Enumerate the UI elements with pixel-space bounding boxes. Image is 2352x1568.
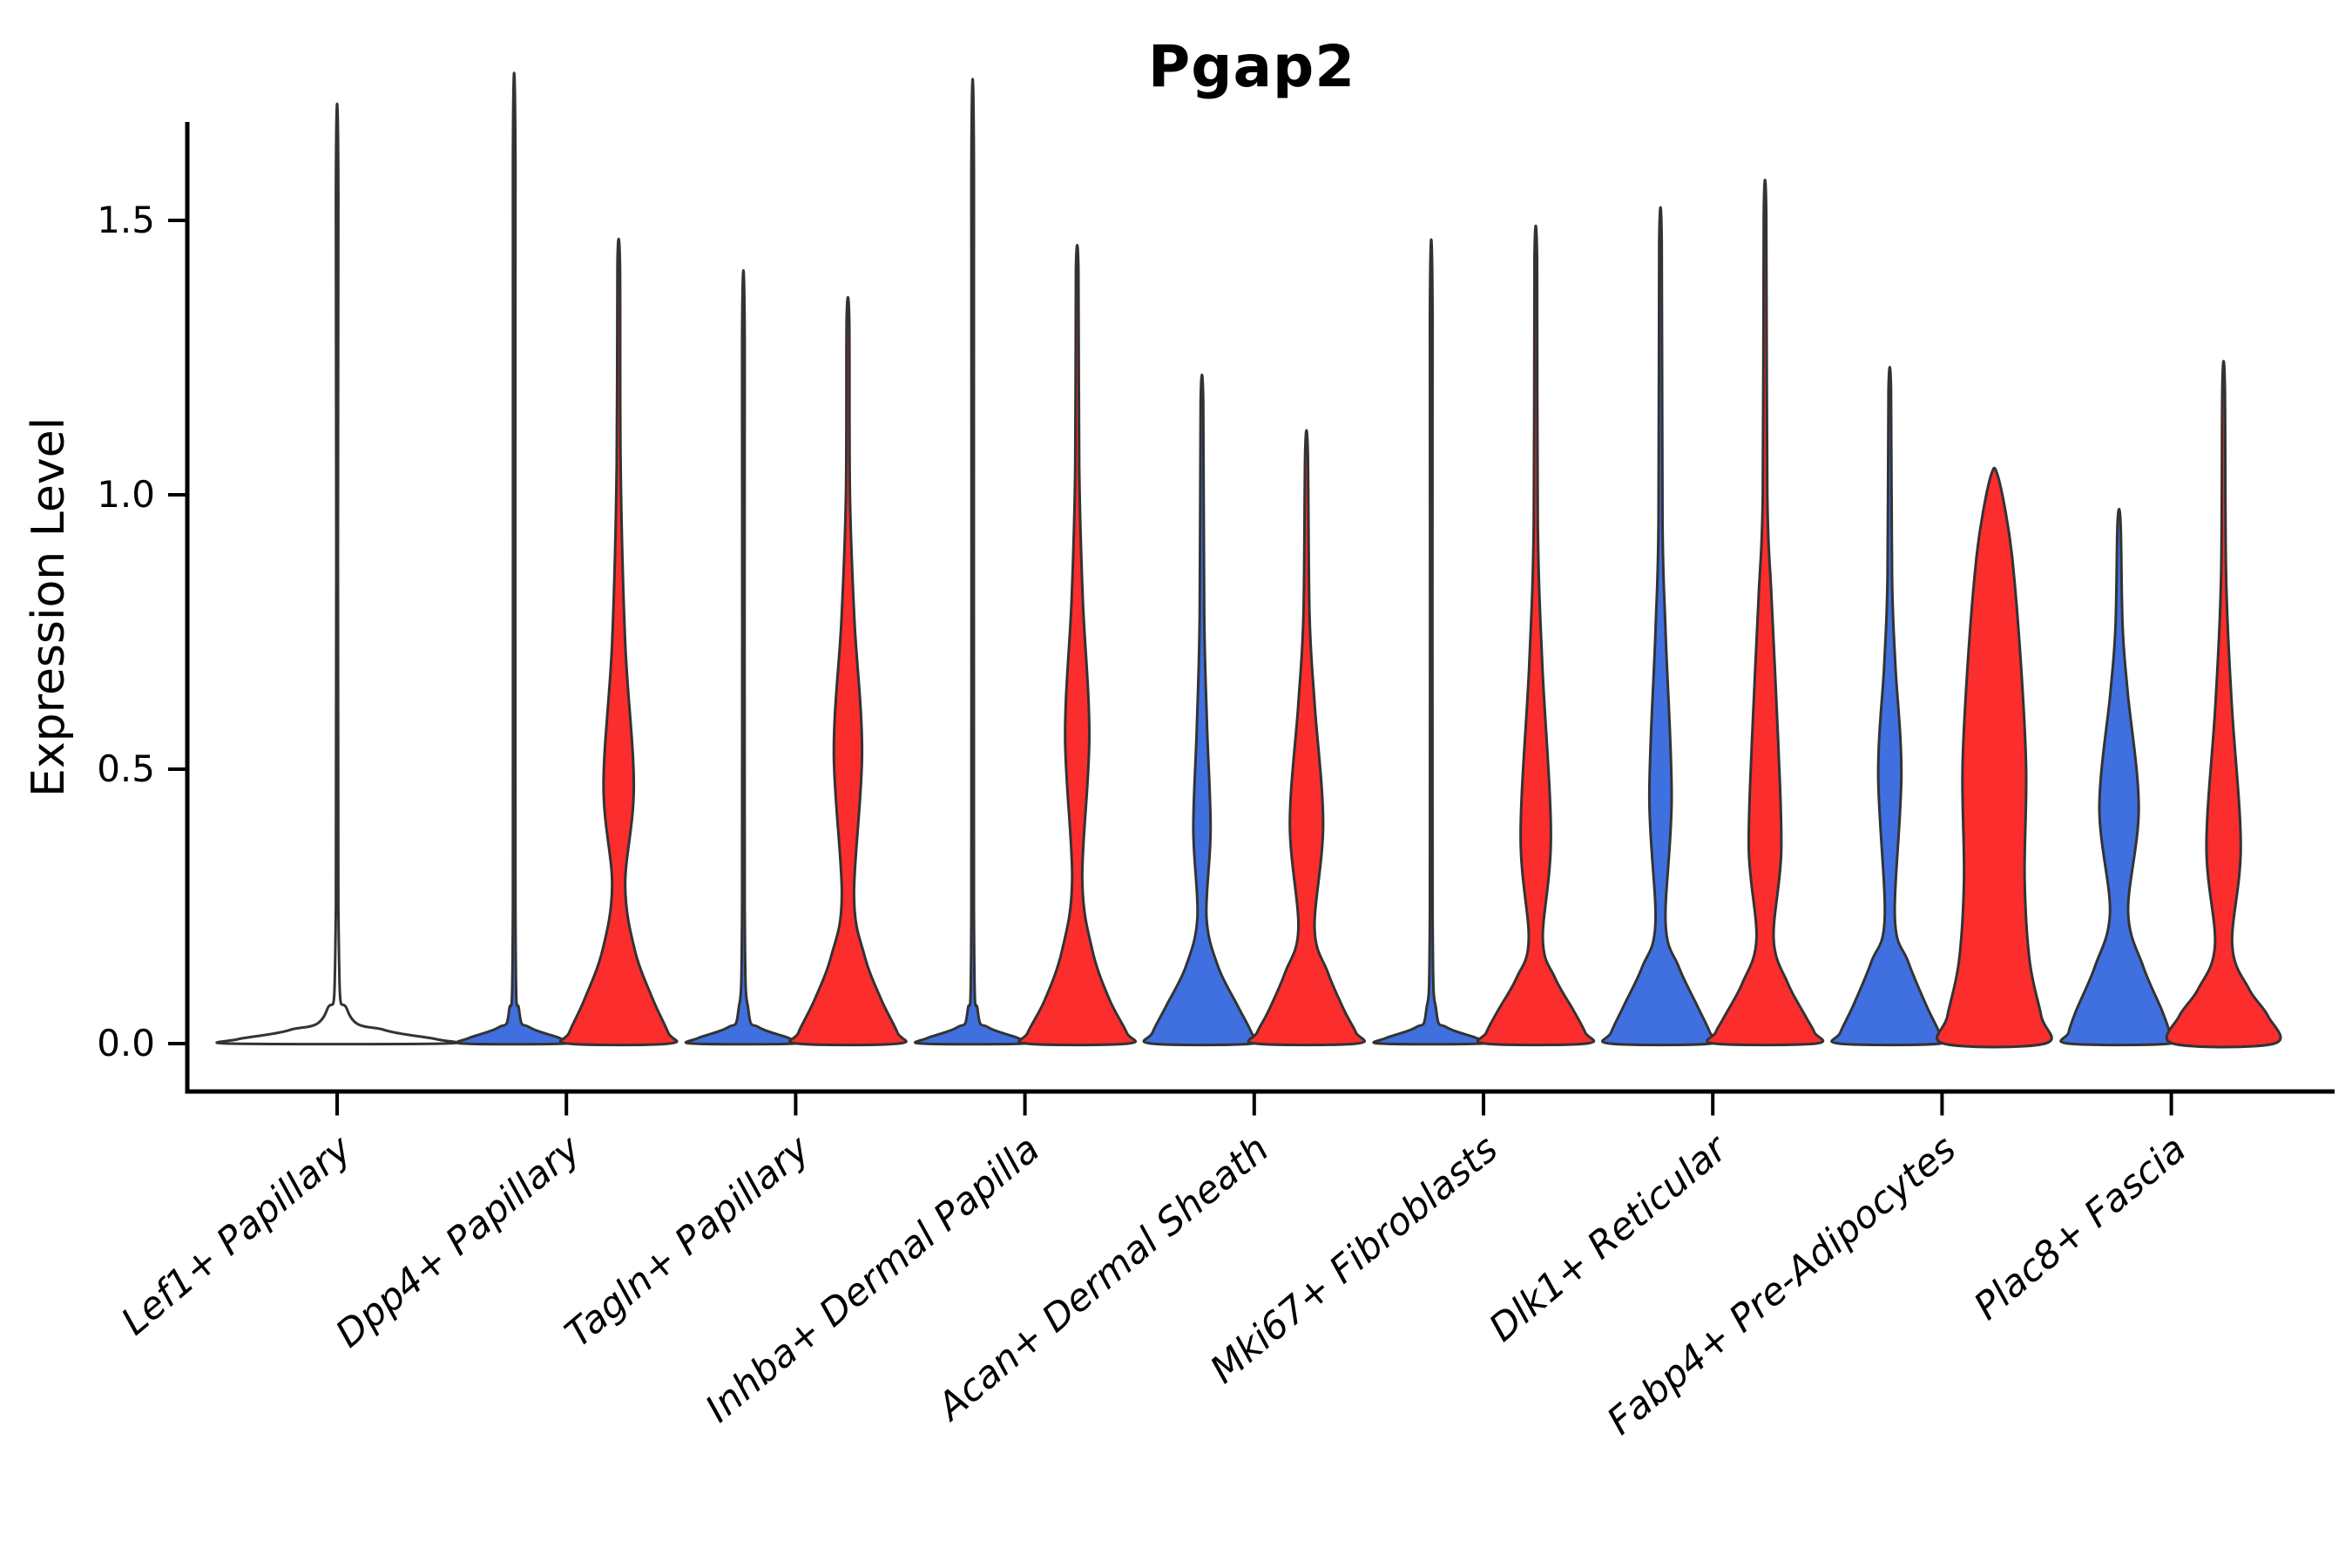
violin-red-plac8 (2165, 360, 2282, 1049)
violin-blue-fabp4 (1830, 366, 1950, 1047)
violin-red-fabp4 (1936, 466, 2053, 1049)
violin-red-tagln (788, 296, 908, 1047)
y-tick-label: 1.5 (97, 199, 155, 241)
y-tick-label: 0.5 (97, 747, 155, 790)
violin-blue-acan (1142, 373, 1262, 1047)
violin-single-lef1 (215, 102, 459, 1046)
violin-red-dlk1 (1706, 179, 1825, 1047)
violin-blue-mki67 (1372, 238, 1490, 1046)
y-tick-label: 0.0 (97, 1022, 155, 1064)
violin-red-acan (1247, 429, 1366, 1047)
violin-blue-plac8 (2059, 508, 2179, 1047)
violin-blue-inhba (914, 78, 1032, 1046)
violin-blue-dpp4 (455, 71, 573, 1046)
y-tick-label: 1.0 (97, 473, 155, 516)
violin-red-dpp4 (558, 238, 679, 1047)
violin-blue-tagln (684, 269, 802, 1046)
violin-red-inhba (1017, 244, 1138, 1047)
violin-red-mki67 (1476, 225, 1596, 1047)
chart-title: Pgap2 (1147, 33, 1356, 100)
violin-blue-dlk1 (1600, 206, 1720, 1047)
